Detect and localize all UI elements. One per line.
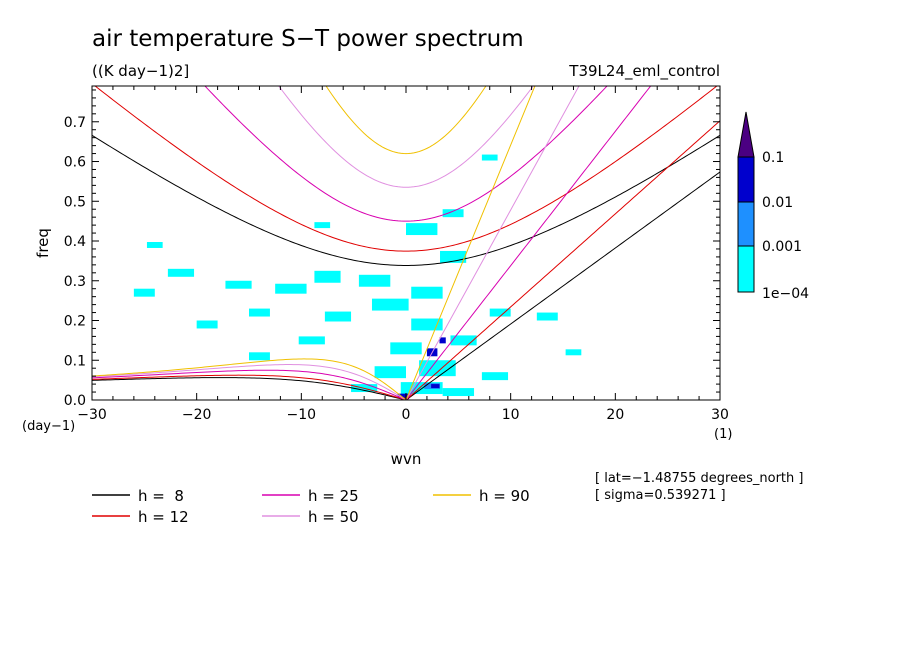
colorbar-triangle [737, 111, 755, 158]
contour-patch [450, 335, 477, 346]
contour-patch [440, 250, 467, 263]
dispersion-curves [92, 86, 720, 400]
run-label: T39L24_eml_control [568, 62, 720, 81]
contour-patch [196, 320, 218, 329]
contour-patch [411, 286, 443, 299]
x-unit-label: (1) [714, 427, 732, 442]
contour-patch [565, 349, 582, 356]
contour-patch [536, 312, 558, 321]
contour-patch [314, 222, 331, 229]
chart-title: air temperature S−T power spectrum [92, 26, 524, 52]
legend-label: h = 50 [308, 508, 359, 526]
contour-patch [442, 209, 464, 218]
contour-patch [489, 308, 511, 317]
contour-patch [275, 283, 307, 294]
x-tick-label: 10 [502, 407, 520, 423]
x-tick-label: 30 [711, 407, 729, 423]
legend: h = 8 h = 12 h = 25 h = 50 h = 90 [92, 487, 530, 526]
kelvin-curve [405, 120, 720, 400]
y-axis-label: freq [34, 228, 52, 258]
legend-label: h = 12 [138, 508, 189, 526]
contour-patch [298, 336, 325, 345]
contour-patch [390, 342, 422, 355]
kelvin-curve [405, 86, 580, 400]
kelvin-curve [405, 86, 536, 400]
info-lat: [ lat=−1.48755 degrees_north ] [595, 471, 803, 486]
info-sigma: [ sigma=0.539271 ] [595, 488, 726, 503]
colorbar-label: 0.001 [762, 239, 802, 255]
contour-patch [249, 308, 270, 317]
legend-label: h = 90 [479, 487, 530, 505]
contour-patch [481, 372, 509, 381]
rossby-curve [92, 369, 407, 400]
contour-patch [442, 388, 475, 397]
x-tick-label: 20 [606, 407, 624, 423]
rossby-curve [92, 377, 407, 400]
colorbar-label: 1e−04 [762, 286, 809, 302]
y-tick-label: 0.7 [64, 115, 86, 131]
colorbar: 0.1 0.01 0.001 1e−04 [737, 111, 809, 302]
contour-patch [314, 270, 341, 283]
y-tick-label: 0.1 [64, 353, 86, 369]
y-tick-label: 0.6 [64, 155, 86, 171]
contour-patch [431, 384, 440, 389]
x-axis-label: wvn [391, 450, 422, 468]
x-tick-label: −30 [77, 407, 107, 423]
kelvin-curve [405, 86, 652, 400]
colorbar-segment [737, 156, 755, 203]
x-tick-label: −10 [287, 407, 317, 423]
contour-patch [225, 280, 252, 289]
x-tick-label: −20 [182, 407, 212, 423]
contour-patch [374, 366, 406, 379]
y-axis-ticks: 0.0 0.1 0.2 0.3 0.4 0.5 0.6 0.7 [64, 89, 720, 409]
contour-patch [249, 352, 270, 361]
units-label: ((K day−1)2] [92, 62, 189, 80]
contour-patch [481, 154, 498, 161]
legend-label: h = 25 [308, 487, 359, 505]
inertia-gravity-curve [94, 86, 718, 252]
contour-patch [411, 318, 443, 331]
y-tick-label: 0.2 [64, 314, 86, 330]
rossby-curve [92, 374, 407, 400]
spectrum-contours [133, 154, 582, 400]
contour-patch [146, 242, 163, 248]
contour-patch [371, 298, 409, 311]
inertia-gravity-curve [204, 86, 608, 222]
contour-patch [324, 311, 352, 322]
colorbar-label: 0.1 [762, 150, 784, 166]
kelvin-curve [405, 171, 720, 400]
rossby-curve [92, 358, 407, 400]
inertia-gravity-curve [325, 86, 487, 155]
inertia-gravity-curve [278, 86, 534, 188]
contour-patch [358, 274, 391, 287]
y-tick-label: 0.5 [64, 194, 86, 210]
rossby-curve [92, 364, 407, 400]
legend-label: h = 8 [138, 487, 184, 505]
contour-patch [167, 268, 195, 277]
y-tick-label: 0.0 [64, 393, 86, 409]
contour-patch [406, 223, 438, 236]
contour-patch [397, 393, 409, 399]
colorbar-segment [737, 201, 755, 247]
y-unit-label: (day−1) [22, 419, 75, 434]
x-tick-label: 0 [402, 407, 411, 423]
y-tick-label: 0.3 [64, 274, 86, 290]
contour-patch [133, 288, 155, 297]
colorbar-label: 0.01 [762, 195, 793, 211]
inertia-gravity-curve [92, 134, 720, 266]
x-axis-ticks: −30 −20 −10 0 10 20 30 [77, 86, 729, 423]
contour-patch [439, 337, 446, 344]
colorbar-segment [737, 245, 755, 293]
y-tick-label: 0.4 [64, 234, 86, 250]
